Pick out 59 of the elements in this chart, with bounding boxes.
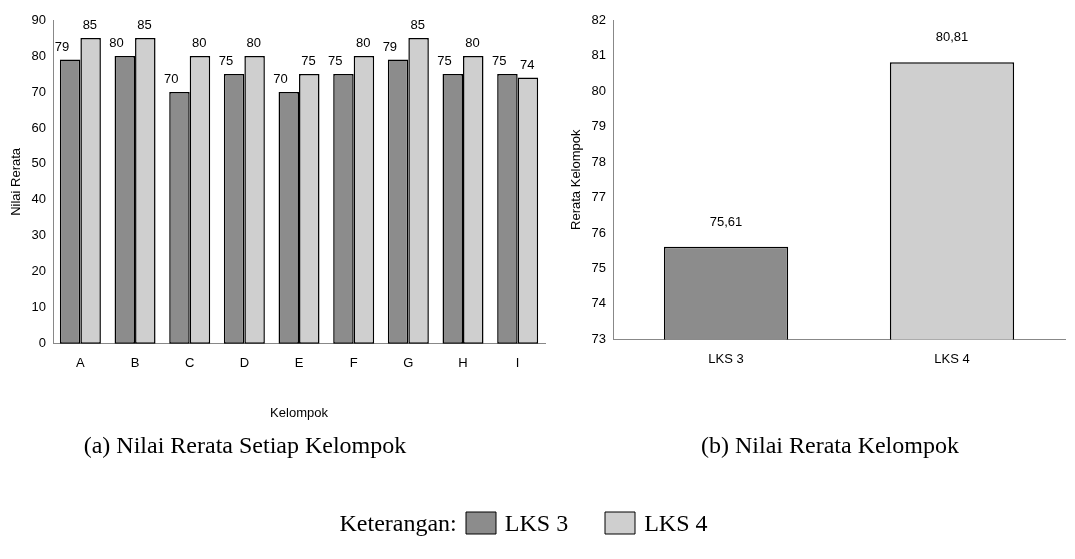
data-label: 80,81 — [935, 29, 969, 45]
data-label: 80 — [355, 35, 371, 51]
x-tick-label: I — [515, 355, 520, 371]
y-tick-label: 75 — [591, 260, 607, 275]
y-tick-label: 80 — [31, 47, 47, 63]
data-label: 80 — [465, 35, 480, 51]
y-tick-label: 40 — [31, 191, 47, 207]
x-axis-title: Kelompok — [270, 404, 329, 420]
data-label: 80 — [109, 35, 124, 51]
x-tick-label: LKS 4 — [934, 350, 970, 366]
data-label: 75 — [301, 53, 316, 69]
data-label: 80 — [246, 35, 262, 51]
text: (a) Nilai Rerata Setiap Kelompok — [83, 432, 407, 459]
y-tick-label: 76 — [591, 224, 607, 240]
y-tick-label: 30 — [31, 227, 47, 243]
x-tick-label: H — [458, 355, 468, 371]
y-tick-label: 10 — [31, 299, 47, 315]
data-label: 79 — [382, 38, 398, 54]
data-label: 80 — [191, 35, 207, 51]
data-label: 79 — [54, 38, 70, 54]
x-tick-label: D — [239, 355, 250, 371]
x-tick-label: G — [403, 355, 414, 371]
y-tick-label: 50 — [31, 155, 47, 171]
x-tick-label: E — [294, 355, 304, 371]
y-tick-label: 70 — [31, 83, 47, 99]
y-tick-label: 77 — [591, 189, 607, 205]
data-label: 75 — [218, 53, 234, 69]
x-tick-label: A — [76, 355, 86, 371]
y-tick-label: 0 — [38, 335, 47, 351]
y-tick-label: 80 — [591, 82, 607, 98]
data-label: 85 — [82, 17, 98, 33]
x-tick-label: F — [349, 355, 358, 371]
text: (b) Nilai Rerata Kelompok — [701, 432, 959, 459]
data-label: 70 — [273, 71, 288, 87]
y-tick-label: 78 — [591, 153, 607, 169]
data-label: 75 — [327, 53, 343, 69]
y-tick-label: 73 — [591, 330, 607, 346]
data-label: 75 — [437, 53, 452, 69]
data-label: 85 — [137, 17, 152, 33]
data-label: 75 — [491, 53, 507, 69]
y-tick-label: 81 — [591, 47, 607, 63]
y-tick-label: 82 — [591, 11, 607, 27]
data-label: 85 — [410, 17, 426, 33]
data-label: 70 — [163, 71, 179, 87]
y-axis-title: Nilai Rerata — [8, 147, 24, 216]
y-tick-label: 90 — [31, 11, 47, 27]
legend-title: Keterangan: — [339, 509, 457, 536]
y-tick-label: 20 — [31, 263, 47, 279]
legend-label: LKS 3 — [504, 509, 569, 536]
y-axis-title: Rerata Kelompok — [568, 128, 584, 230]
y-tick-label: 74 — [591, 295, 607, 311]
y-tick-label: 79 — [591, 118, 607, 134]
y-tick-label: 60 — [31, 119, 47, 135]
x-tick-label: B — [130, 355, 140, 371]
x-tick-label: C — [185, 355, 195, 371]
x-tick-label: LKS 3 — [708, 350, 744, 366]
legend-label: LKS 4 — [644, 509, 708, 536]
data-label: 74 — [519, 56, 535, 72]
data-label: 75,61 — [709, 213, 743, 229]
